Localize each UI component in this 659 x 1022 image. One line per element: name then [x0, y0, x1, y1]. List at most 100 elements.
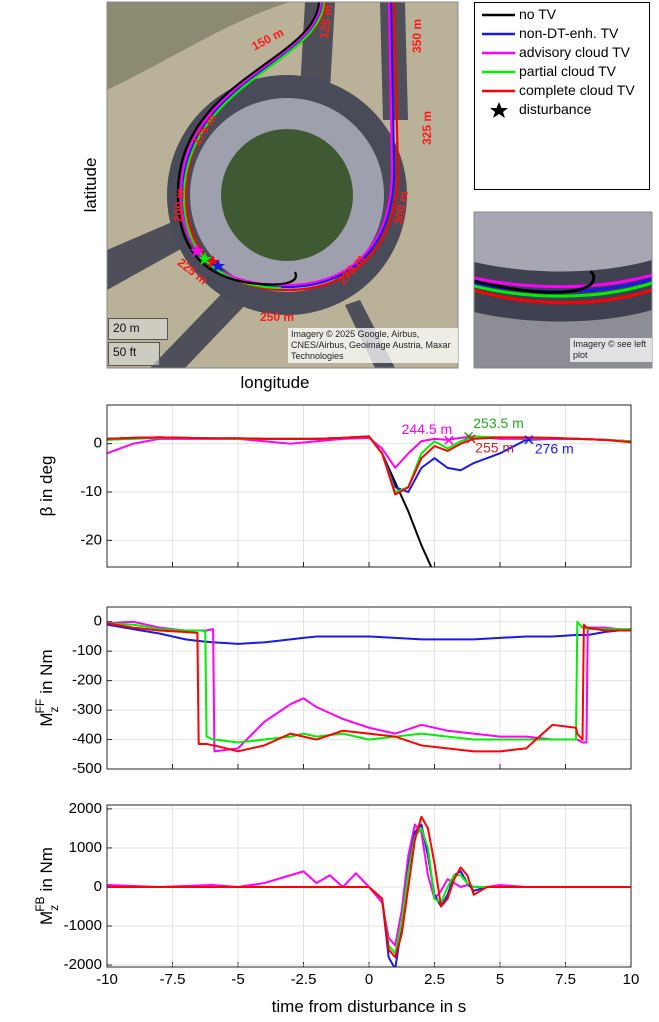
legend-entry: partial cloud TV — [479, 63, 645, 81]
ylabel-sub: z — [47, 706, 61, 712]
y-tick-label: -100 — [72, 642, 102, 659]
ylabel-symbol: M — [37, 911, 56, 925]
y-tick-label: 2000 — [69, 800, 102, 817]
ylabel-sub: z — [47, 905, 61, 911]
series-line — [107, 623, 631, 645]
inset-ring — [474, 212, 652, 272]
y-tick-label: -400 — [72, 731, 102, 748]
legend-swatch — [482, 89, 515, 93]
legend-swatch — [482, 13, 515, 17]
map-frame — [106, 1, 459, 369]
annotation-label: 253.5 m — [473, 415, 524, 431]
ylabel-sup: FB — [33, 896, 47, 911]
trajectory — [176, 2, 321, 286]
y-tick-label: -500 — [72, 760, 102, 777]
map-attribution: Imagery © 2025 Google, Airbus, CNES/Airb… — [288, 328, 458, 363]
legend-entry: complete cloud TV — [479, 82, 645, 100]
ylabel-symbol: M — [37, 712, 56, 726]
trajectory — [474, 273, 652, 289]
legend-label: complete cloud TV — [519, 82, 635, 98]
legend-entry: disturbance — [479, 101, 645, 119]
legend-swatch — [482, 51, 515, 55]
disturbance-marker — [190, 244, 204, 257]
y-tick-label: -10 — [80, 483, 102, 500]
map-road — [380, 2, 408, 120]
distance-label: 325 m — [420, 111, 434, 145]
axes-frame — [106, 804, 632, 968]
x-tick-label: 5 — [496, 971, 504, 988]
y-tick-label: 0 — [94, 435, 102, 452]
axes-frame — [106, 606, 632, 770]
y-tick-label: -300 — [72, 701, 102, 718]
annotation-label: 276 m — [535, 441, 574, 457]
legend-label: no TV — [519, 6, 557, 22]
y-tick-label: -200 — [72, 672, 102, 689]
y-tick-label: -1000 — [64, 917, 102, 934]
x-tick-label: -10 — [96, 971, 118, 988]
scale-label: 20 m — [108, 318, 168, 340]
y-axis-label: β in deg — [37, 456, 56, 517]
distance-label: 250 m — [260, 310, 294, 324]
legend-label: advisory cloud TV — [519, 44, 631, 60]
series-line — [107, 620, 631, 744]
x-axis-label: time from disturbance in s — [272, 997, 467, 1016]
legend-entry: non-DT-enh. TV — [479, 25, 645, 43]
annotation-label: 255 m — [475, 440, 514, 456]
distance-label: 300 m — [391, 190, 411, 226]
disturbance-marker — [211, 259, 225, 272]
distance-label: 125 m — [317, 4, 336, 40]
map-ylabel: latitude — [81, 158, 100, 213]
map-road — [150, 285, 250, 368]
distance-label: 200 m — [171, 187, 187, 222]
y-axis-label: MzFF in Nm — [33, 649, 61, 726]
y-tick-label: -2000 — [64, 956, 102, 973]
legend-entry: advisory cloud TV — [479, 44, 645, 62]
x-tick-label: -5 — [231, 971, 244, 988]
legend-label: disturbance — [519, 101, 592, 117]
map-xlabel: longitude — [240, 373, 309, 392]
legend-swatch — [490, 102, 508, 118]
inset-frame — [473, 211, 653, 369]
legend-swatch — [482, 70, 515, 74]
satellite-map — [107, 2, 458, 368]
legend-label: partial cloud TV — [519, 63, 617, 79]
map-trajectories — [176, 2, 400, 292]
axes-frame — [106, 404, 632, 568]
map-center-grass — [221, 129, 353, 261]
trajectory — [474, 288, 652, 305]
legend-swatch — [482, 32, 515, 36]
y-tick-label: 1000 — [69, 839, 102, 856]
legend-entry: no TV — [479, 6, 645, 24]
trajectory — [474, 270, 596, 294]
x-tick-label: -2.5 — [291, 971, 317, 988]
inset-attribution: Imagery © see left plot — [570, 338, 652, 362]
series-line — [107, 815, 631, 959]
x-tick-label: 7.5 — [555, 971, 576, 988]
x-tick-label: 10 — [623, 971, 640, 988]
x-tick-label: -7.5 — [160, 971, 186, 988]
y-axis-label: MzFB in Nm — [33, 847, 61, 925]
y-tick-label: 0 — [94, 878, 102, 895]
legend: no TV non-DT-enh. TV advisory cloud TV part… — [474, 2, 650, 190]
ylabel-sup: FF — [33, 699, 47, 714]
annotation-marker — [466, 434, 476, 444]
inset-trajectories — [474, 270, 652, 305]
map-road — [300, 2, 335, 90]
y-tick-label: 0 — [94, 613, 102, 630]
x-tick-label: 0 — [365, 971, 373, 988]
scale-label: 50 ft — [108, 342, 160, 366]
ylabel-unit: in Nm — [37, 847, 56, 891]
x-tick-label: 2.5 — [424, 971, 445, 988]
annotation-marker — [444, 435, 454, 445]
legend-label: non-DT-enh. TV — [519, 25, 619, 41]
annotation-label: 244.5 m — [402, 421, 453, 437]
ylabel-unit: in Nm — [37, 649, 56, 693]
trajectory — [182, 2, 326, 290]
distance-label: 350 m — [410, 19, 424, 53]
series-line — [107, 622, 631, 753]
y-tick-label: -20 — [80, 531, 102, 548]
annotation-marker — [524, 435, 534, 445]
map-inset — [474, 212, 652, 368]
